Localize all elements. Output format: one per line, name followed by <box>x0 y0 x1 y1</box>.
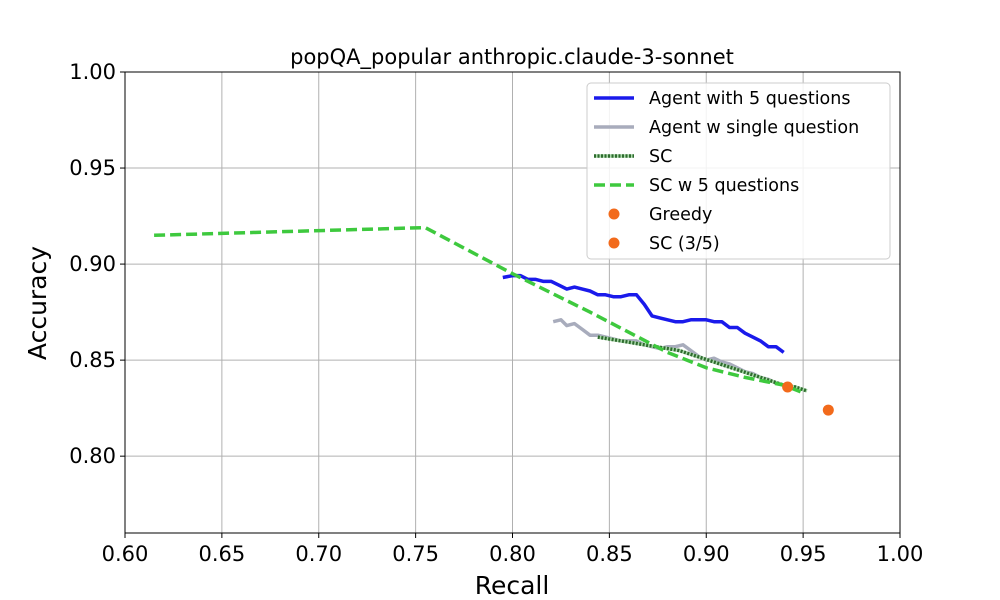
x-tick-label: 0.70 <box>295 542 342 566</box>
series-sc-3-5 <box>782 381 794 393</box>
series-greedy <box>822 404 834 416</box>
x-tick-label: 1.00 <box>877 542 924 566</box>
legend-swatch <box>608 237 620 249</box>
legend-label: Agent with 5 questions <box>649 89 850 109</box>
x-tick-label: 0.75 <box>392 542 439 566</box>
legend-label: SC w 5 questions <box>649 176 799 196</box>
legend-item-agent-with-5-questions: Agent with 5 questions <box>594 89 850 109</box>
series-layer <box>154 225 834 416</box>
x-tick-label: 0.95 <box>780 542 827 566</box>
series-sc-w-5-questions <box>154 225 804 395</box>
data-point <box>822 404 834 416</box>
x-tick-label: 0.85 <box>586 542 633 566</box>
y-tick-label: 0.95 <box>69 156 116 180</box>
y-tick-label: 1.00 <box>69 60 116 84</box>
series-line <box>502 273 785 354</box>
legend: Agent with 5 questions Agent w single que… <box>586 82 891 260</box>
legend-item-agent-w-single-question: Agent w single question <box>594 118 859 138</box>
x-tick-label: 0.90 <box>683 542 730 566</box>
y-tick-label: 0.90 <box>69 252 116 276</box>
legend-swatch <box>608 208 620 220</box>
legend-item-sc-w-5-questions: SC w 5 questions <box>594 176 799 196</box>
legend-label: Agent w single question <box>649 118 859 138</box>
series-line <box>597 335 808 393</box>
legend-item-greedy: Greedy <box>608 205 712 225</box>
x-tick-label: 0.80 <box>489 542 536 566</box>
x-axis-title: Recall <box>475 571 550 600</box>
x-tick-label: 0.60 <box>102 542 149 566</box>
series-line <box>154 225 804 395</box>
legend-label: Greedy <box>649 205 712 225</box>
series-agent-with-5-questions <box>502 273 785 354</box>
legend-item-sc-3-5: SC (3/5) <box>608 234 720 254</box>
chart-title: popQA_popular anthropic.claude-3-sonnet <box>290 45 734 70</box>
y-tick-label: 0.80 <box>69 444 116 468</box>
legend-label: SC (3/5) <box>649 234 720 254</box>
legend-box <box>586 82 891 260</box>
x-tick-label: 0.65 <box>198 542 245 566</box>
series-sc <box>597 335 808 393</box>
y-axis: 0.80 0.85 0.90 0.95 1.00 <box>69 60 125 468</box>
x-axis: 0.60 0.65 0.70 0.75 0.80 0.85 0.90 0.95 1.00 <box>102 533 924 566</box>
legend-label: SC <box>649 147 672 167</box>
y-tick-label: 0.85 <box>69 348 116 372</box>
data-point <box>782 381 794 393</box>
legend-item-sc: SC <box>594 147 672 167</box>
y-axis-title: Accuracy <box>23 246 52 360</box>
